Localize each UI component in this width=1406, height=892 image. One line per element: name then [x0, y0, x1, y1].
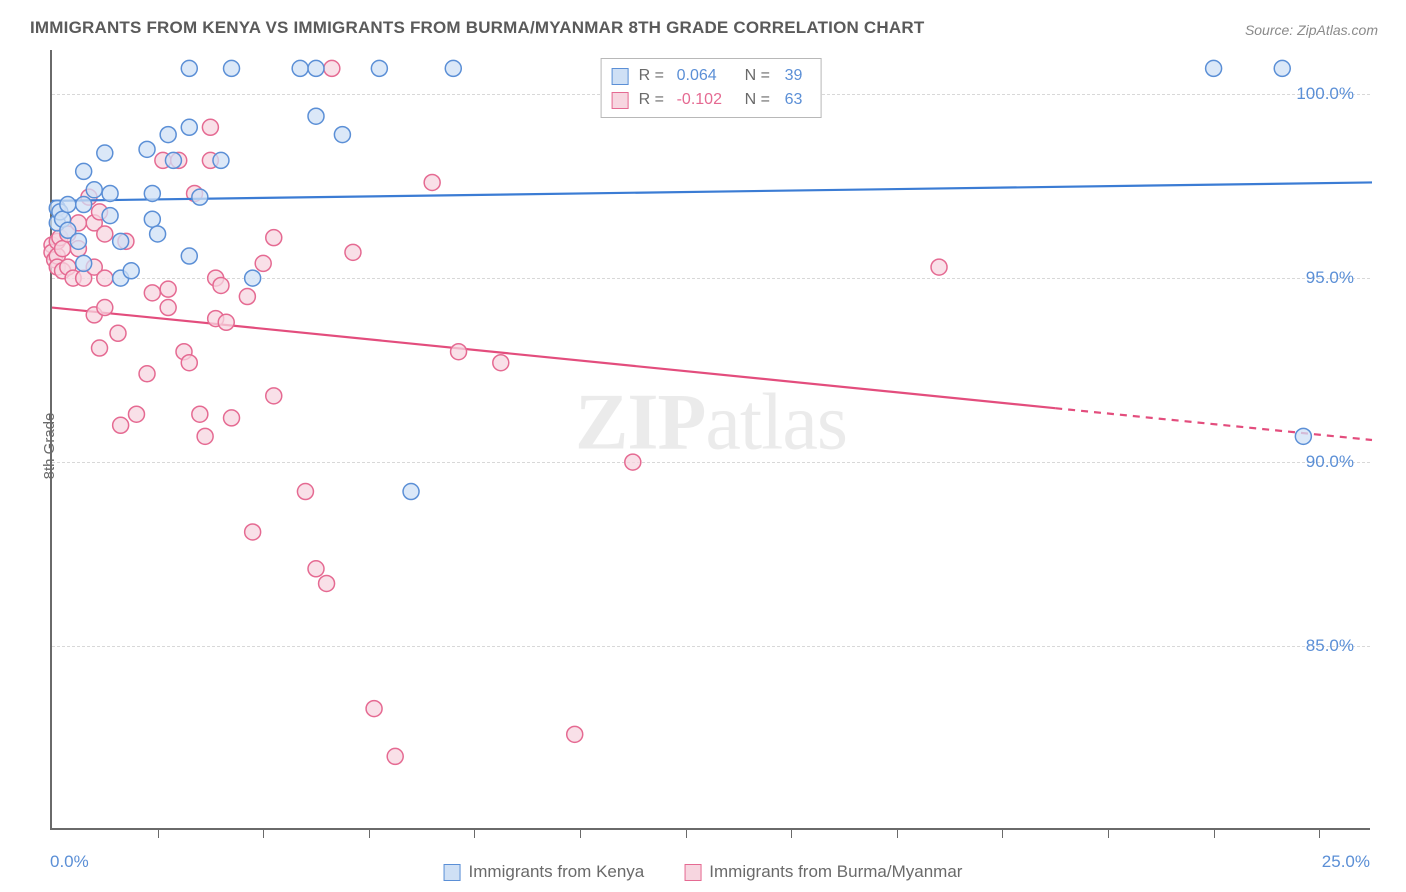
xtick-label: 25.0%: [1322, 852, 1370, 872]
xtick-mark: [1214, 828, 1215, 838]
source-attribution: Source: ZipAtlas.com: [1245, 22, 1378, 38]
xtick-mark: [1002, 828, 1003, 838]
xtick-mark: [263, 828, 264, 838]
xtick-mark: [686, 828, 687, 838]
ytick-label: 100.0%: [1296, 84, 1354, 104]
xtick-label: 0.0%: [50, 852, 89, 872]
legend-label-burma: Immigrants from Burma/Myanmar: [709, 862, 962, 882]
ytick-label: 95.0%: [1306, 268, 1354, 288]
legend-item-kenya: Immigrants from Kenya: [444, 862, 645, 882]
ytick-label: 90.0%: [1306, 452, 1354, 472]
plot-area: ZIPatlas R = 0.064 N = 39 R = -0.102 N =…: [50, 50, 1370, 830]
ytick-label: 85.0%: [1306, 636, 1354, 656]
xtick-mark: [791, 828, 792, 838]
xtick-mark: [158, 828, 159, 838]
chart-title: IMMIGRANTS FROM KENYA VS IMMIGRANTS FROM…: [30, 18, 924, 38]
xtick-mark: [1319, 828, 1320, 838]
xtick-mark: [474, 828, 475, 838]
swatch-kenya: [444, 864, 461, 881]
xtick-mark: [580, 828, 581, 838]
series-legend: Immigrants from Kenya Immigrants from Bu…: [444, 862, 963, 882]
xtick-mark: [897, 828, 898, 838]
scatter-svg: [52, 50, 1370, 828]
xtick-mark: [1108, 828, 1109, 838]
xtick-mark: [369, 828, 370, 838]
legend-item-burma: Immigrants from Burma/Myanmar: [684, 862, 962, 882]
legend-label-kenya: Immigrants from Kenya: [469, 862, 645, 882]
swatch-burma: [684, 864, 701, 881]
